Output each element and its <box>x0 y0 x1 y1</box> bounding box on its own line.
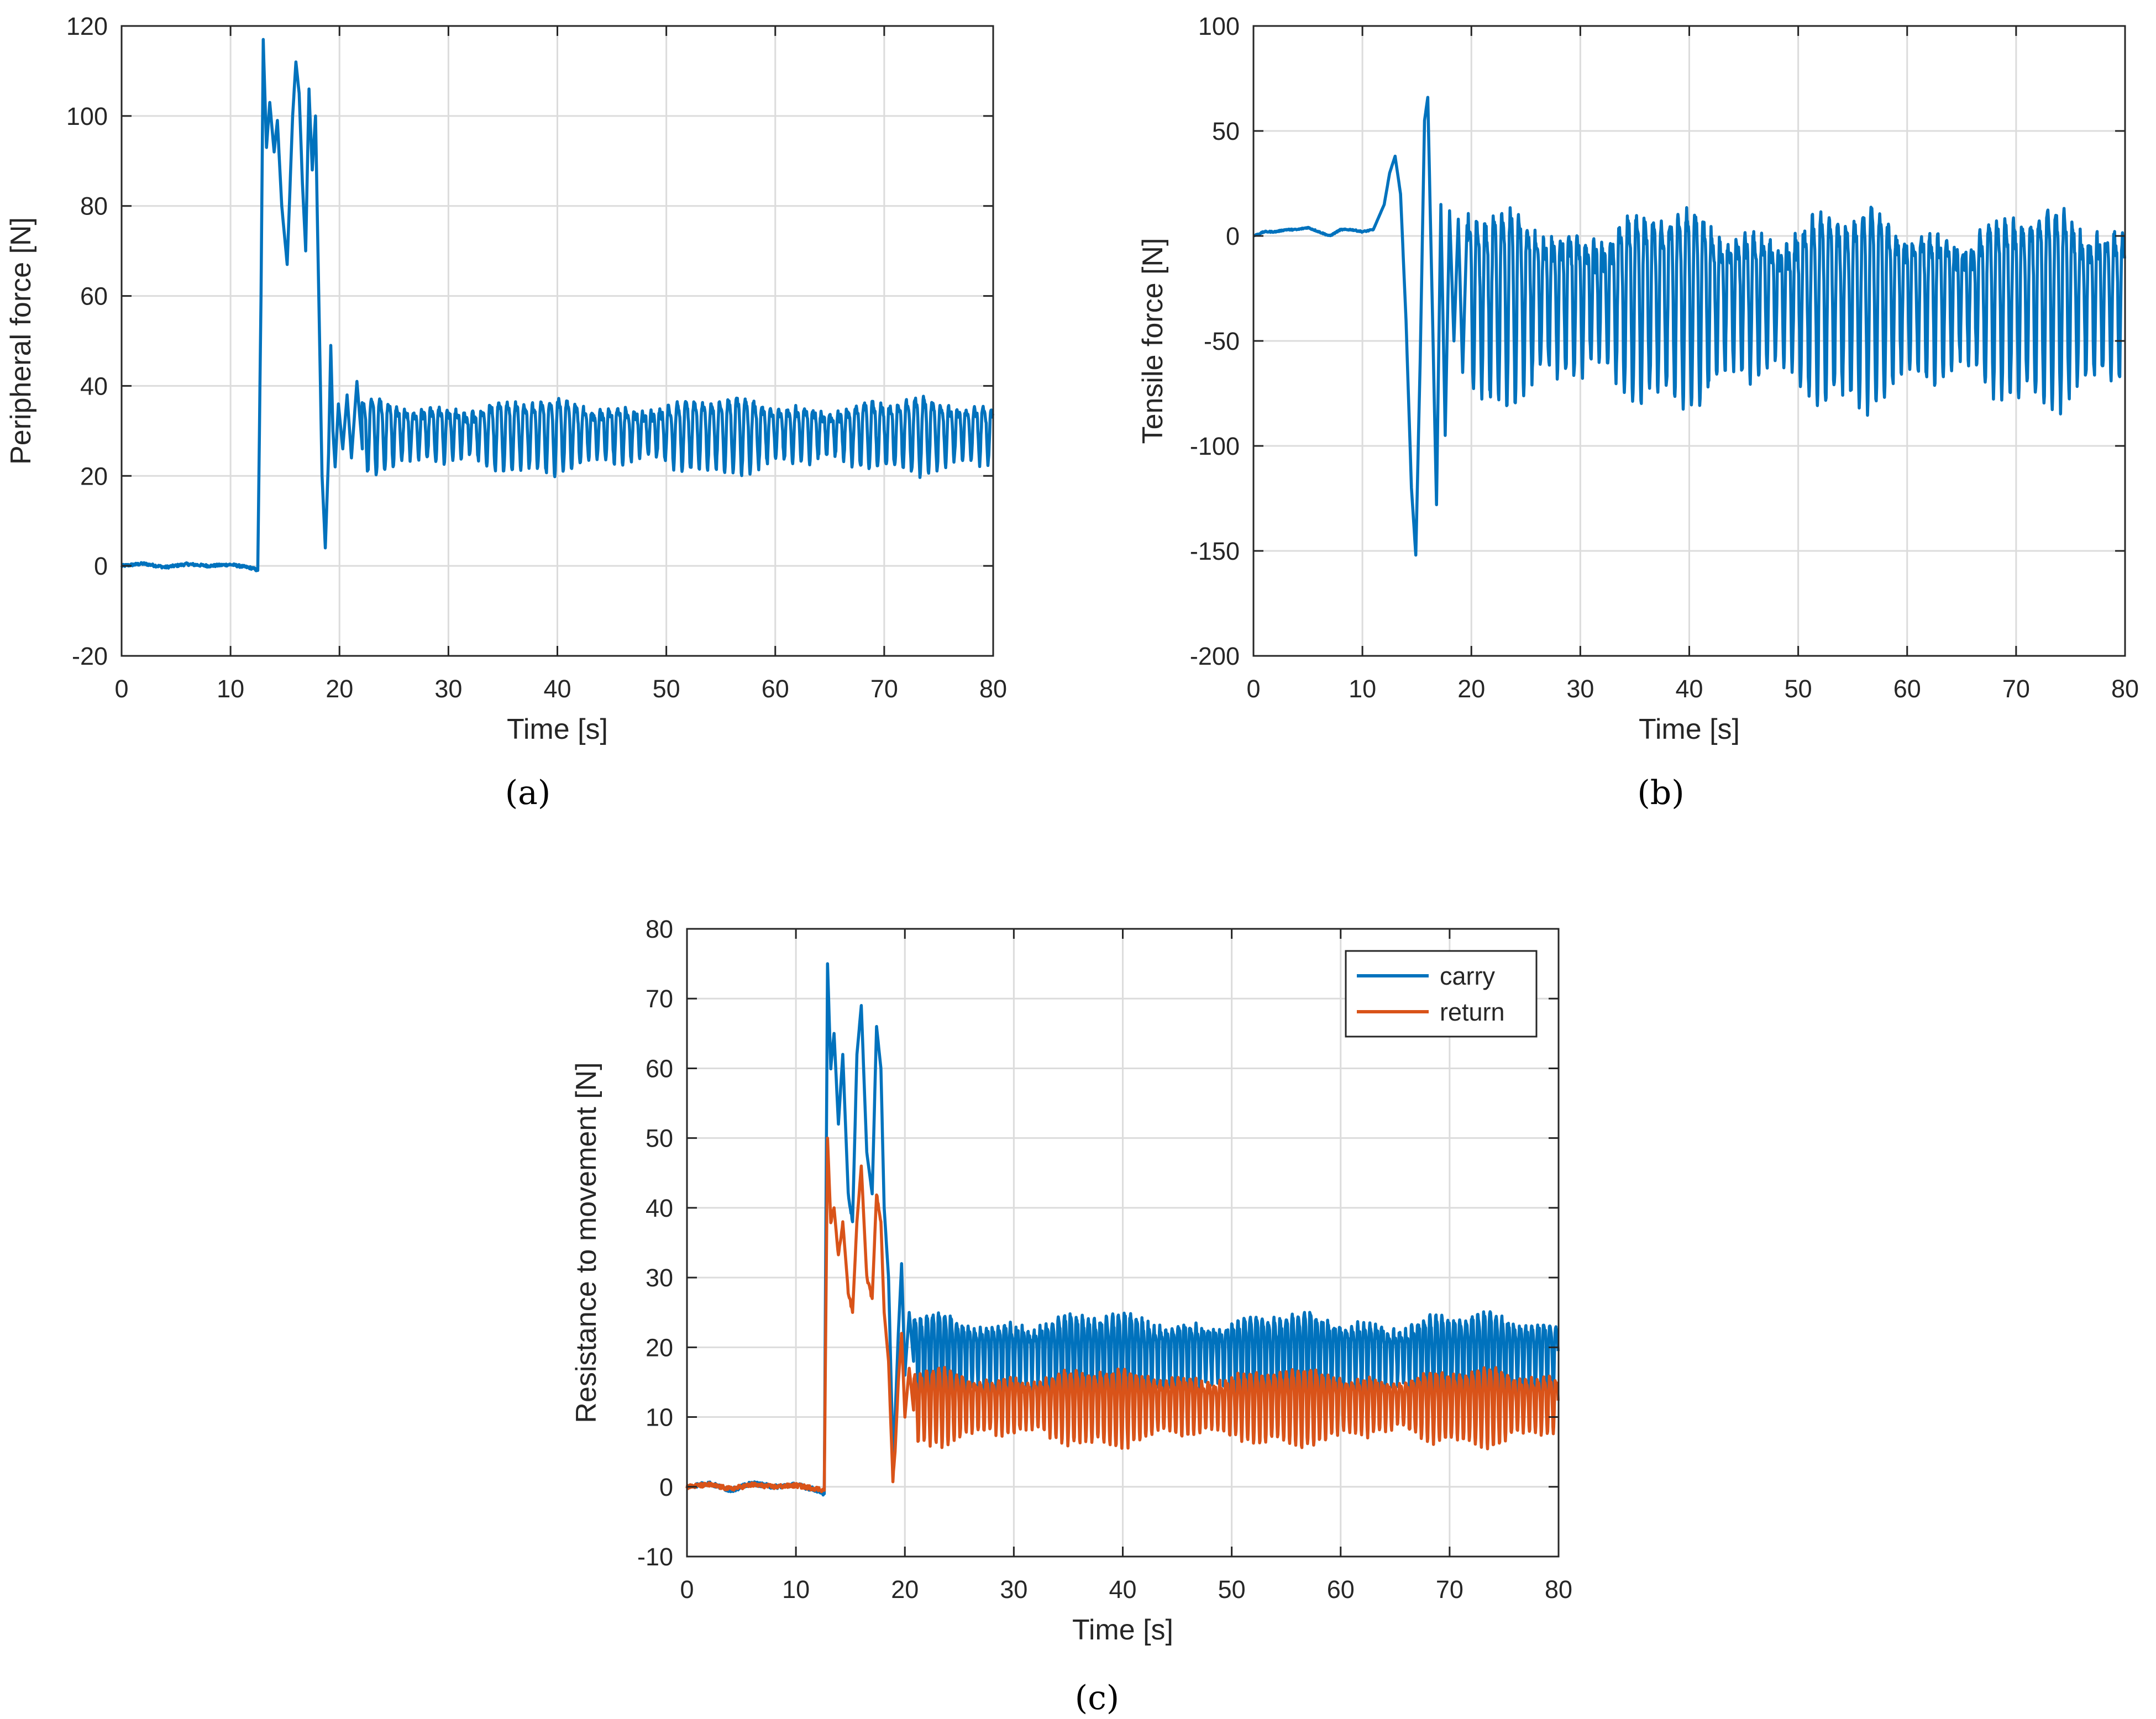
caption-a: (a) <box>505 774 551 812</box>
x-tick-label: 60 <box>762 675 789 703</box>
y-tick-label: -100 <box>1190 432 1240 460</box>
y-tick-label: 60 <box>80 282 108 311</box>
y-tick-label: 0 <box>659 1473 673 1501</box>
y-tick-label: 100 <box>1198 12 1240 40</box>
y-tick-label: 50 <box>1212 117 1240 145</box>
legend-box <box>1345 950 1538 1038</box>
y-tick-label: -200 <box>1190 642 1240 670</box>
x-tick-label: 20 <box>891 1575 919 1604</box>
x-axis-label: Time [s] <box>1072 1614 1173 1646</box>
y-tick-label: 100 <box>66 102 108 130</box>
x-tick-label: 70 <box>1436 1575 1463 1604</box>
y-tick-label: 20 <box>646 1333 673 1361</box>
x-tick-label: 30 <box>1566 675 1594 703</box>
y-tick-label: 50 <box>646 1124 673 1153</box>
x-tick-label: 10 <box>782 1575 810 1604</box>
y-axis-label: Peripheral force [N] <box>5 217 37 465</box>
y-tick-label: 30 <box>646 1264 673 1292</box>
y-tick-label: 60 <box>646 1054 673 1082</box>
chart-panel-b: 0 10 20 30 40 50 60 70 80 -200 -150 -100 -50 0 50 100 Ti… <box>1137 12 2139 745</box>
x-tick-label: 80 <box>2111 675 2139 703</box>
x-tick-label: 30 <box>434 675 462 703</box>
series-line-return <box>685 1136 1560 1494</box>
x-tick-label: 60 <box>1893 675 1921 703</box>
x-tick-label: 70 <box>2002 675 2030 703</box>
y-tick-label: 0 <box>94 552 108 580</box>
x-tick-label: 40 <box>1675 675 1703 703</box>
x-tick-label: 20 <box>326 675 353 703</box>
y-tick-label: 40 <box>80 372 108 400</box>
y-tick-label: -20 <box>72 642 108 670</box>
x-tick-label: 20 <box>1457 675 1485 703</box>
y-tick-label: -50 <box>1204 327 1240 355</box>
x-tick-label: 60 <box>1327 1575 1355 1604</box>
legend-label-carry: carry <box>1440 962 1495 990</box>
x-tick-label: 10 <box>217 675 244 703</box>
y-tick-label: 20 <box>80 462 108 490</box>
x-tick-label: 40 <box>543 675 571 703</box>
x-tick-label: 10 <box>1349 675 1376 703</box>
x-tick-label: 80 <box>1545 1575 1572 1604</box>
series-line-tensile-force <box>1252 96 2126 557</box>
y-tick-label: 40 <box>646 1194 673 1222</box>
y-tick-label: -10 <box>637 1543 673 1571</box>
x-tick-label: 80 <box>979 675 1007 703</box>
x-axis-label: Time [s] <box>1639 713 1740 745</box>
y-tick-label: 80 <box>646 915 673 943</box>
y-tick-label: 0 <box>1226 222 1240 250</box>
y-axis-label: Resistance to movement [N] <box>570 1062 602 1423</box>
series-line-carry <box>685 962 1560 1497</box>
y-axis-label: Tensile force [N] <box>1137 238 1169 444</box>
series-line-peripheral-force <box>120 38 994 572</box>
x-tick-label: 50 <box>1785 675 1812 703</box>
y-tick-label: 80 <box>80 192 108 220</box>
legend: carry return <box>1345 950 1538 1038</box>
chart-panel-a: 0 10 20 30 40 50 60 70 80-20020406080100120Time … <box>5 12 1007 745</box>
x-tick-label: 30 <box>1000 1575 1027 1604</box>
y-tick-label: 70 <box>646 985 673 1013</box>
x-tick-label: 0 <box>680 1575 694 1604</box>
y-tick-label: 120 <box>66 12 108 40</box>
x-axis-label: Time [s] <box>507 713 608 745</box>
x-tick-label: 70 <box>870 675 898 703</box>
chart-panel-c: 0 10 20 30 40 50 60 70 80-1001020304050607080Tim… <box>570 915 1572 1646</box>
y-tick-label: 10 <box>646 1403 673 1432</box>
x-tick-label: 0 <box>114 675 128 703</box>
x-tick-label: 0 <box>1246 675 1260 703</box>
x-tick-label: 40 <box>1109 1575 1136 1604</box>
legend-label-return: return <box>1440 998 1505 1026</box>
x-tick-label: 50 <box>1218 1575 1246 1604</box>
caption-b: (b) <box>1637 774 1684 812</box>
caption-c: (c) <box>1075 1679 1119 1717</box>
x-tick-label: 50 <box>653 675 680 703</box>
y-tick-label: -150 <box>1190 537 1240 565</box>
